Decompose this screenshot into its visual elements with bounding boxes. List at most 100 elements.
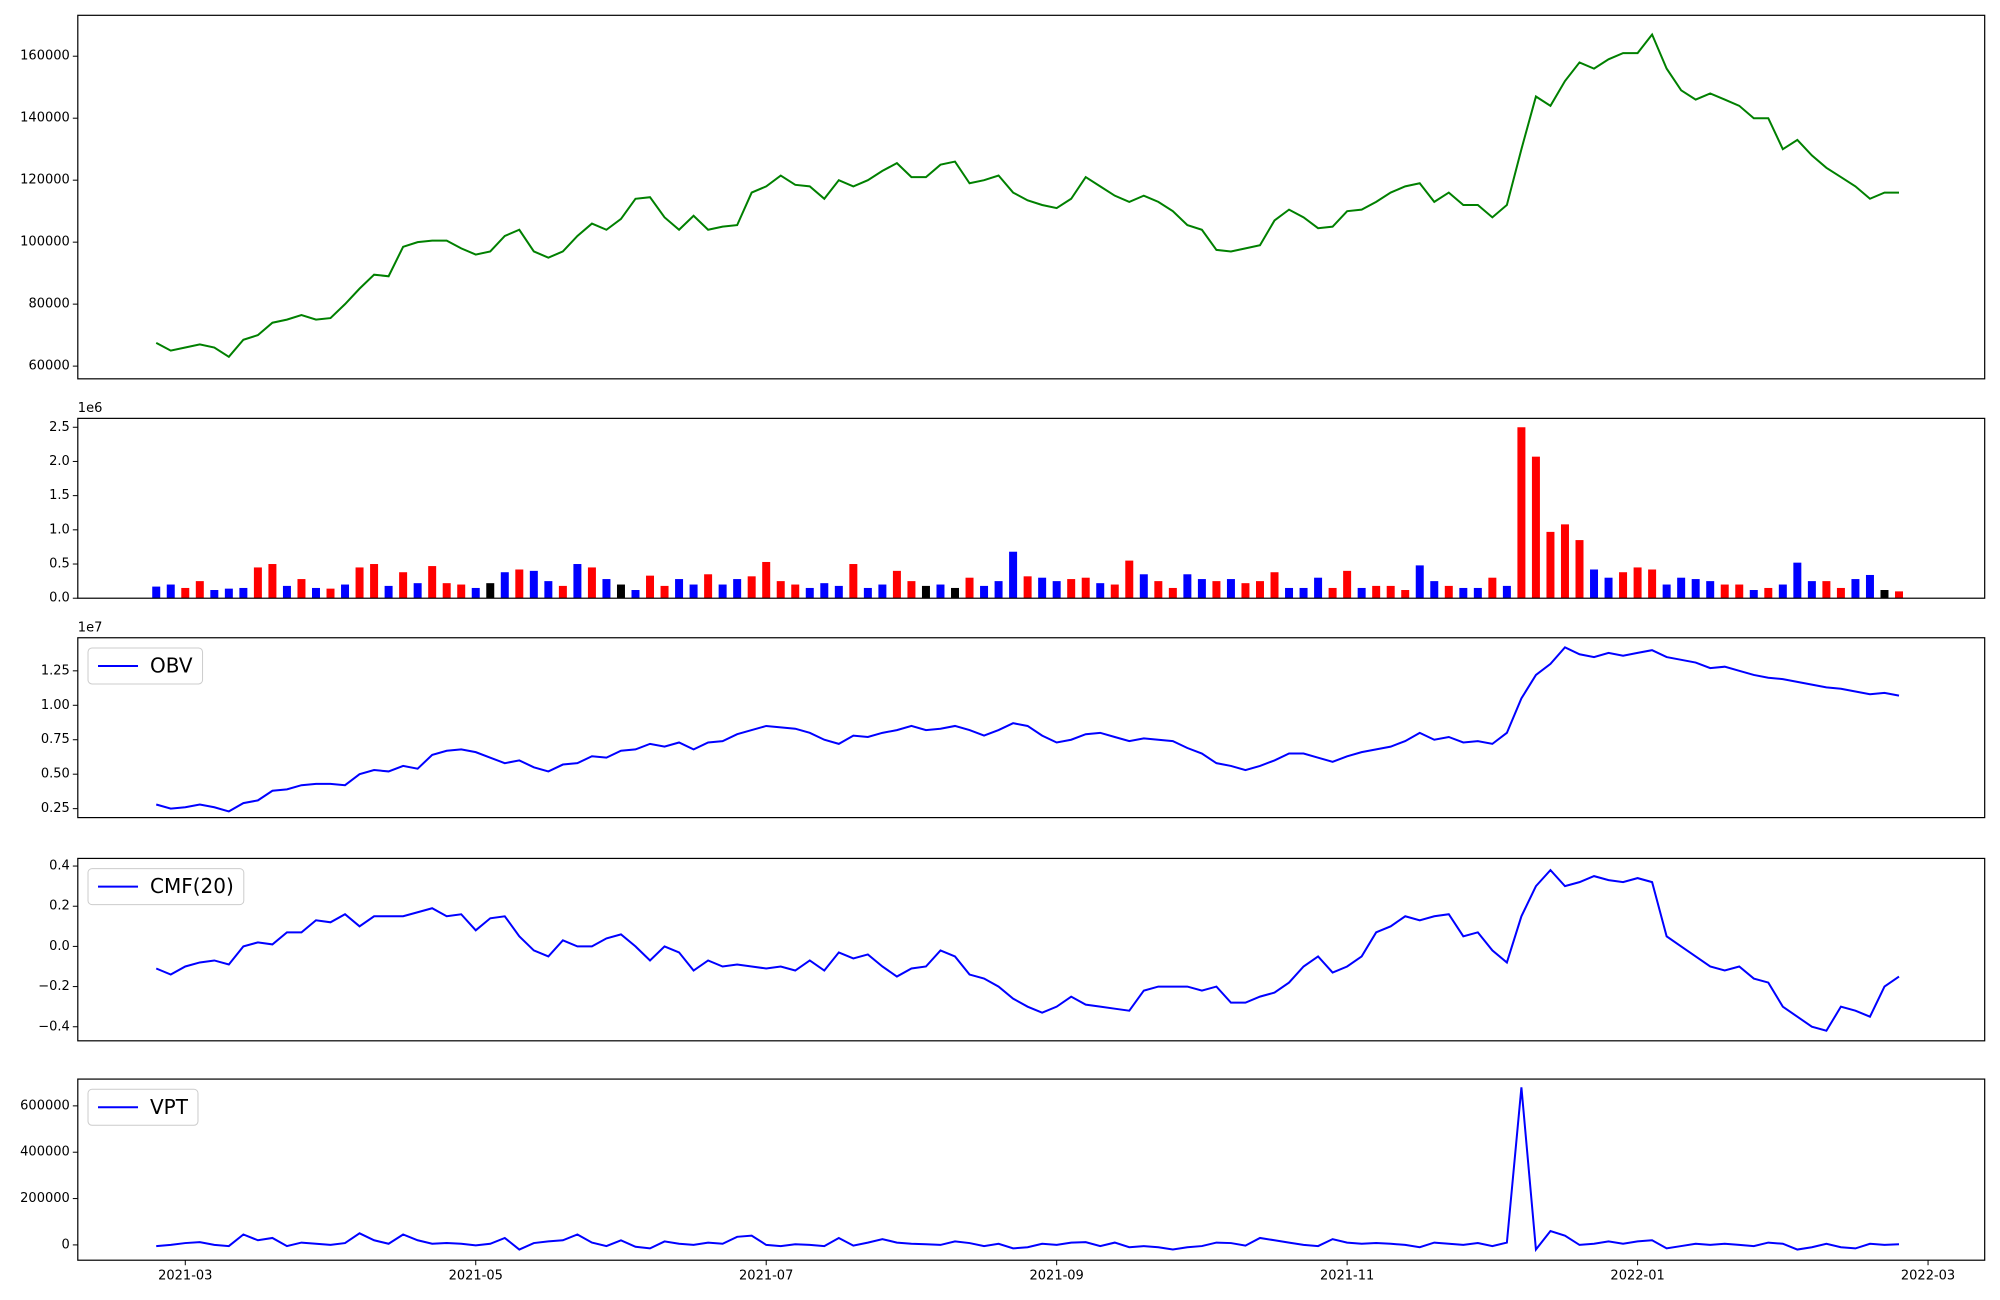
volume-bar	[1009, 551, 1018, 599]
volume-bar	[326, 588, 335, 599]
legend	[87, 868, 245, 906]
y-tick-label: 0.4	[49, 859, 70, 874]
volume-bar	[1052, 581, 1061, 599]
volume-bar	[1590, 569, 1599, 599]
volume-bar	[1619, 572, 1628, 599]
volume-bar	[660, 585, 669, 599]
volume-bar	[980, 585, 989, 599]
volume-bar	[1081, 577, 1090, 599]
x-tick-label: 2022-01	[1610, 1269, 1664, 1284]
panel-frame	[77, 417, 1986, 599]
volume-bar	[965, 577, 974, 599]
volume-bar	[1517, 427, 1526, 599]
legend	[87, 1088, 199, 1126]
volume-bar	[1735, 584, 1744, 599]
volume-bar	[297, 579, 306, 599]
y-tick-label: 0	[62, 1237, 70, 1252]
volume-bar	[558, 585, 567, 599]
volume-bar	[399, 572, 408, 599]
y-tick-label: −0.2	[38, 979, 70, 994]
volume-bar	[1778, 584, 1787, 599]
volume-bar	[529, 570, 538, 599]
volume-bar	[1720, 584, 1729, 599]
y-tick-label: 160000	[20, 49, 70, 64]
volume-bar	[631, 590, 640, 599]
volume-bar	[907, 581, 916, 599]
volume-bar	[181, 587, 190, 599]
volume-bar	[1473, 587, 1482, 599]
volume-bar	[268, 564, 277, 599]
volume-bar	[500, 572, 509, 599]
volume-bar	[834, 585, 843, 599]
y-tick-label: 0.0	[49, 591, 70, 606]
volume-bar	[1895, 591, 1904, 599]
y-tick-label: 1.00	[41, 698, 70, 713]
volume-bar	[1822, 581, 1831, 599]
volume-bar	[413, 583, 422, 599]
line	[155, 646, 1900, 813]
volume-bar	[1386, 585, 1395, 599]
legend	[87, 647, 204, 685]
volume-bar	[1430, 581, 1439, 599]
volume-bar	[1139, 574, 1148, 599]
volume-bar	[747, 576, 756, 599]
y-tick-label: 0.50	[41, 767, 70, 782]
volume-bar	[1212, 581, 1221, 599]
volume-bar	[1415, 565, 1424, 599]
panel-frame	[77, 857, 1986, 1042]
volume-bar	[733, 579, 742, 599]
volume-bar	[1168, 587, 1177, 599]
volume-bar	[1314, 577, 1323, 599]
volume-bar	[1096, 583, 1105, 599]
volume-bar	[1502, 585, 1511, 599]
x-tick-label: 2021-11	[1320, 1269, 1374, 1284]
volume-bar	[951, 587, 959, 599]
volume-bar	[152, 586, 161, 599]
volume-bar	[1372, 585, 1381, 599]
volume-bar	[515, 569, 524, 599]
volume-bar	[921, 585, 930, 599]
volume-bar	[1038, 577, 1047, 599]
volume-bar	[994, 581, 1003, 599]
volume-bar	[878, 584, 887, 599]
volume-bar	[1633, 567, 1642, 599]
legend-label: OBV	[150, 653, 193, 677]
volume-bar	[936, 584, 945, 599]
offset-label: 1e6	[78, 401, 103, 416]
volume-bar	[1604, 577, 1613, 599]
volume-bar	[1836, 587, 1845, 599]
volume-bar	[1197, 579, 1206, 599]
volume-bar	[892, 570, 901, 599]
y-tick-label: 0.5	[49, 557, 70, 572]
volume-bar	[1125, 560, 1134, 599]
volume-bar	[210, 590, 219, 599]
volume-bar	[1401, 590, 1410, 599]
volume-bar	[282, 585, 291, 599]
volume-bar	[587, 567, 596, 599]
volume-bar	[1575, 540, 1584, 599]
volume-bar	[1662, 584, 1671, 599]
volume-bar	[1285, 587, 1294, 599]
y-tick-label: 80000	[28, 297, 69, 312]
x-tick-label: 2022-03	[1901, 1269, 1955, 1284]
line	[156, 1087, 1900, 1253]
volume-bar	[1241, 583, 1250, 599]
volume-bar	[573, 564, 582, 599]
offset-label: 1e7	[78, 620, 103, 635]
volume-bar	[1677, 577, 1686, 599]
volume-bar	[239, 587, 248, 599]
volume-bar	[1880, 590, 1889, 599]
y-tick-label: 2.0	[49, 454, 70, 469]
volume-bar	[791, 584, 800, 599]
volume-bar	[1531, 456, 1540, 599]
volume-bar	[1343, 570, 1352, 599]
y-tick-label: 2.5	[49, 420, 70, 435]
volume-bar	[1793, 562, 1802, 599]
volume-bar	[1444, 585, 1453, 599]
y-tick-label: 60000	[28, 359, 69, 374]
legend-label: CMF(20)	[150, 874, 234, 898]
panel-frame	[77, 14, 1986, 380]
y-tick-label: 140000	[20, 111, 70, 126]
